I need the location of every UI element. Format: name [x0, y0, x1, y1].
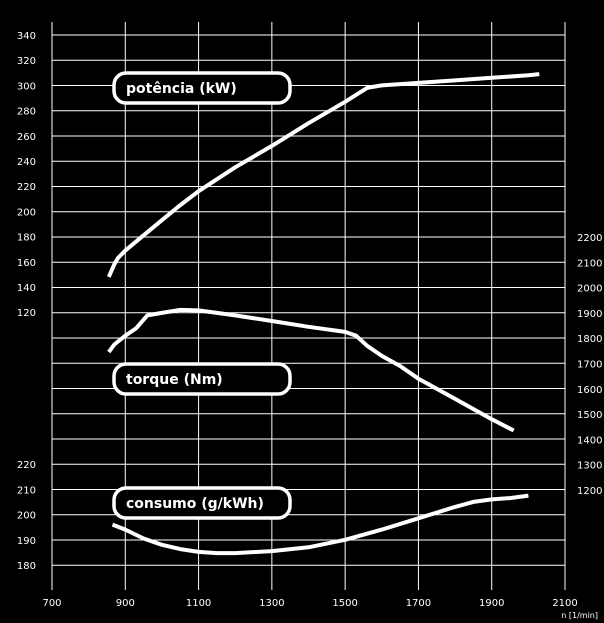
left-tick-label: 240 — [17, 157, 36, 168]
left-tick-label: 200 — [17, 207, 36, 218]
right-tick-label: 1700 — [577, 360, 602, 371]
series-label: potência (kW) — [126, 81, 237, 97]
tick-labels: 700 900 1100 1300 1500 1700 1900 2100 140 160 180 2… — [17, 31, 603, 620]
right-tick-label: 1900 — [577, 309, 602, 320]
series-label: torque (Nm) — [126, 372, 223, 388]
left-tick-label: 340 — [17, 31, 36, 42]
series-label-box — [112, 71, 292, 105]
left-tick-label: 280 — [17, 107, 36, 118]
x-tick-label: 900 — [116, 598, 135, 609]
x-tick-label: 2100 — [552, 598, 577, 609]
series-line-consumption — [111, 493, 529, 556]
series-line-torque — [107, 307, 515, 433]
right-tick-label: 1400 — [577, 435, 602, 446]
right-tick-label: 1800 — [577, 334, 602, 345]
x-tick-label: 1500 — [332, 598, 357, 609]
left-tick-label: 300 — [17, 81, 36, 92]
curves — [106, 72, 540, 556]
left-tick-label: 160 — [17, 258, 36, 269]
right-tick-label: 1300 — [577, 461, 602, 472]
right-tick-label: 1200 — [577, 486, 602, 497]
left-tick-label: 220 — [17, 182, 36, 193]
x-tick-label: 700 — [42, 598, 61, 609]
x-tick-label: 1100 — [186, 598, 211, 609]
left-tick-label: 140 — [17, 283, 36, 294]
left-tick-label: 210 — [17, 485, 36, 496]
series-label-box — [112, 486, 292, 520]
series-label: consumo (g/kWh) — [126, 496, 264, 512]
series-label-box — [112, 362, 292, 396]
left-tick-label: 120 — [17, 308, 36, 319]
series-labels: potência (kW) torque (Nm) consumo (g/kWh) — [112, 71, 292, 520]
right-tick-label: 1500 — [577, 410, 602, 421]
series-line-power — [106, 72, 540, 278]
x-tick-label: 1700 — [406, 598, 431, 609]
x-tick-label: 1900 — [479, 598, 504, 609]
left-tick-label: 260 — [17, 132, 36, 143]
right-tick-label: 1600 — [577, 385, 602, 396]
x-tick-label: 1300 — [259, 598, 284, 609]
grid — [51, 22, 566, 590]
x-axis-label: n [1/min] — [561, 611, 598, 620]
left-tick-label: 180 — [17, 233, 36, 244]
left-tick-label: 180 — [17, 561, 36, 572]
right-tick-label: 2000 — [577, 284, 602, 295]
left-tick-label: 190 — [17, 536, 36, 547]
right-tick-label: 2200 — [577, 233, 602, 244]
left-tick-label: 320 — [17, 56, 36, 67]
left-tick-label: 220 — [17, 460, 36, 471]
right-tick-label: 2100 — [577, 258, 602, 269]
left-tick-label: 200 — [17, 511, 36, 522]
